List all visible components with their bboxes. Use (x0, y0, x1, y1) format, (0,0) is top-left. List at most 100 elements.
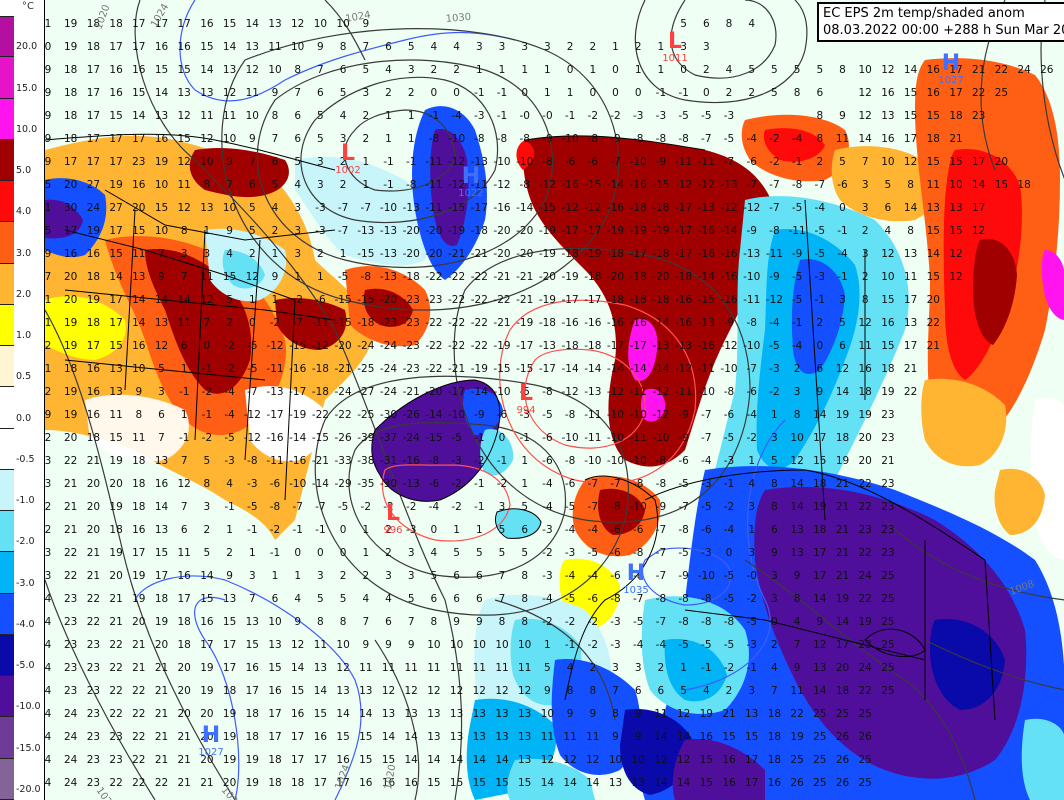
grid-value: 17 (87, 64, 100, 76)
grid-value: -1 (429, 110, 439, 122)
grid-value: -21 (403, 386, 420, 398)
grid-value: 6 (181, 524, 188, 536)
grid-value: 18 (1017, 179, 1030, 191)
grid-value: 9 (45, 156, 51, 168)
grid-value: -6 (610, 524, 621, 536)
grid-value: 3 (204, 501, 211, 513)
grid-value: 10 (450, 639, 463, 651)
grid-value: -10 (607, 432, 624, 444)
grid-value: 13 (495, 731, 508, 743)
grid-value: -10 (607, 409, 624, 421)
grid-value: 12 (813, 639, 826, 651)
grid-value: 18 (813, 478, 826, 490)
high-pressure-marker: H (462, 164, 480, 189)
grid-value: -17 (607, 340, 624, 352)
grid-value: 14 (813, 593, 827, 605)
grid-value: -16 (630, 317, 647, 329)
grid-value: -22 (448, 317, 465, 329)
grid-value: -19 (516, 317, 533, 329)
grid-value: 12 (563, 754, 576, 766)
legend-swatch (0, 552, 14, 594)
grid-value: -12 (607, 386, 624, 398)
grid-value: 17 (813, 432, 826, 444)
grid-value: 1 (45, 202, 51, 214)
grid-value: 0 (317, 547, 324, 559)
grid-value: -8 (429, 455, 439, 467)
grid-value: 5 (499, 547, 506, 559)
pressure-value: 1011 (662, 53, 687, 64)
grid-value: 3 (839, 294, 846, 306)
grid-value: 19 (64, 317, 77, 329)
grid-value: -12 (743, 202, 760, 214)
grid-value: -4 (701, 455, 712, 467)
grid-value: -18 (630, 202, 647, 214)
grid-value: -18 (675, 271, 692, 283)
grid-value: -15 (335, 317, 352, 329)
grid-value: 1 (544, 639, 551, 651)
grid-value: 8 (521, 616, 528, 628)
grid-value: 19 (881, 386, 894, 398)
grid-value: 2 (45, 340, 51, 352)
grid-value: 14 (132, 110, 146, 122)
grid-value: 12 (178, 156, 191, 168)
grid-value: 10 (949, 179, 962, 191)
grid-value: 11 (473, 662, 486, 674)
grid-value: 5 (317, 593, 324, 605)
grid-value: -2 (451, 501, 461, 513)
grid-value: -4 (792, 133, 803, 145)
grid-value: 9 (226, 156, 233, 168)
grid-value: 8 (816, 110, 823, 122)
grid-value: -1 (837, 225, 847, 237)
grid-value: 22 (904, 386, 917, 398)
grid-value: 2 (658, 662, 665, 674)
legend-label: -5.0 (16, 660, 35, 671)
grid-value: 21 (64, 501, 77, 513)
grid-value: 9 (544, 685, 551, 697)
grid-value: -16 (493, 202, 510, 214)
isobar-label: 1030 (445, 12, 471, 25)
grid-value: 13 (904, 248, 917, 260)
grid-value: 15 (745, 731, 758, 743)
grid-value: -4 (769, 317, 780, 329)
grid-value: -3 (224, 455, 234, 467)
grid-value: 18 (64, 64, 77, 76)
grid-value: -1 (792, 156, 802, 168)
grid-value: 25 (881, 616, 894, 628)
legend-label: 2.0 (16, 288, 32, 300)
grid-value: 12 (949, 248, 962, 260)
grid-value: 20 (155, 639, 168, 651)
grid-value: -4 (565, 570, 576, 582)
grid-value: 14 (382, 731, 396, 743)
grid-value: 15 (927, 271, 940, 283)
grid-value: -5 (519, 386, 529, 398)
grid-value: 15 (132, 87, 145, 99)
grid-value: 21 (904, 363, 917, 375)
grid-value: 1 (204, 225, 211, 237)
grid-value: 15 (700, 777, 713, 789)
grid-value: -13 (698, 202, 715, 214)
grid-value: 18 (64, 363, 77, 375)
grid-value: -14 (289, 432, 306, 444)
grid-value: -8 (724, 386, 734, 398)
grid-value: -4 (565, 524, 576, 536)
grid-value: -1 (678, 87, 688, 99)
grid-value: 17 (223, 639, 236, 651)
grid-value: 11 (246, 87, 259, 99)
weather-map[interactable]: 1 19 18 18 17 17 17 16 15 14 13 12 10 10 9 5 6 8 4 0 19 18 17 1… (44, 0, 1064, 800)
grid-value: -18 (403, 271, 420, 283)
grid-value: 18 (813, 524, 826, 536)
grid-value: 8 (794, 409, 801, 421)
grid-value: 4 (226, 248, 233, 260)
grid-value: 10 (200, 156, 213, 168)
grid-value: 23 (132, 156, 145, 168)
grid-value: -20 (403, 248, 420, 260)
grid-value: 8 (839, 64, 846, 76)
grid-value: 2 (45, 432, 51, 444)
grid-value: 17 (64, 225, 77, 237)
grid-value: 2 (45, 386, 51, 398)
grid-value: 18 (246, 708, 259, 720)
grid-value: 23 (859, 639, 872, 651)
grid-value: 3 (771, 593, 778, 605)
grid-value: -11 (675, 156, 692, 168)
grid-value: -0 (746, 570, 756, 582)
